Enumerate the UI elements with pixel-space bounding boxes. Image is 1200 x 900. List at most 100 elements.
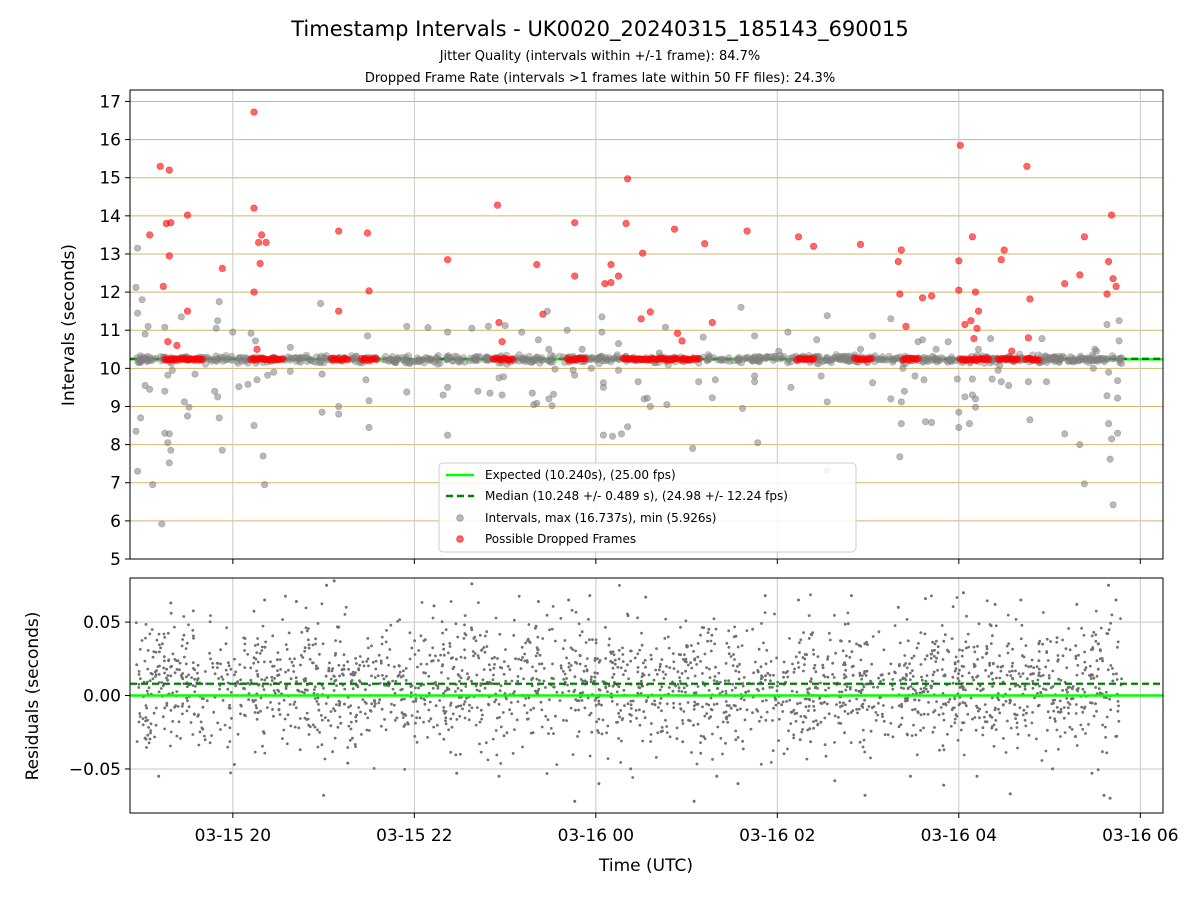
residual-point xyxy=(146,667,150,671)
residual-point xyxy=(157,632,161,636)
residual-point xyxy=(278,713,282,716)
residual-point xyxy=(989,714,992,718)
residual-point xyxy=(951,675,955,679)
residual-point xyxy=(329,677,333,681)
residual-point xyxy=(303,646,307,650)
interval-point xyxy=(528,389,536,397)
legend-median-label: Median (10.248 +/- 0.489 s), (24.98 +/- … xyxy=(485,489,788,503)
residual-point xyxy=(1045,650,1049,653)
interval-point xyxy=(317,299,325,307)
residual-point xyxy=(838,690,841,694)
dropped-frame-point xyxy=(809,355,818,363)
residual-point xyxy=(615,690,619,694)
residual-point xyxy=(1094,633,1098,637)
residual-point xyxy=(516,675,520,678)
residual-point xyxy=(349,704,353,708)
dropped-frame-point xyxy=(1061,280,1069,288)
residual-point xyxy=(144,636,147,640)
interval-point xyxy=(165,430,173,438)
residual-point xyxy=(528,641,532,644)
residual-point xyxy=(292,703,296,706)
residual-point xyxy=(812,726,815,730)
residual-point xyxy=(511,752,515,755)
residual-point xyxy=(408,657,412,661)
residual-point xyxy=(273,691,277,695)
residual-point xyxy=(791,662,794,666)
dropped-frame-point xyxy=(255,238,263,247)
residual-point xyxy=(760,622,763,625)
residual-point xyxy=(256,711,260,715)
dropped-frame-point xyxy=(372,356,381,364)
residual-point xyxy=(228,740,232,743)
interval-point xyxy=(953,375,961,383)
interval-point xyxy=(1109,501,1117,509)
residual-point xyxy=(474,639,478,643)
residual-point xyxy=(1014,669,1017,673)
residual-point xyxy=(208,651,212,655)
residual-point xyxy=(777,701,780,705)
residual-point xyxy=(554,714,557,718)
interval-point xyxy=(551,365,559,373)
residual-point xyxy=(922,690,926,694)
residual-point xyxy=(384,728,388,732)
residual-point xyxy=(677,686,681,690)
residual-point xyxy=(426,736,429,739)
residual-point xyxy=(978,716,981,720)
residual-point xyxy=(314,637,317,641)
residual-point xyxy=(190,676,194,679)
interval-point xyxy=(1038,335,1046,343)
residual-point xyxy=(1114,598,1118,602)
residual-point xyxy=(253,750,257,754)
residual-point xyxy=(535,677,539,681)
residual-point xyxy=(439,653,442,657)
residual-point xyxy=(686,663,690,667)
residual-point xyxy=(1080,705,1084,709)
residual-point xyxy=(208,620,212,624)
residual-point xyxy=(1115,672,1118,676)
residual-point xyxy=(1015,721,1019,725)
interval-point xyxy=(177,313,185,321)
residual-point xyxy=(510,679,514,683)
residual-point xyxy=(144,737,148,741)
residual-point xyxy=(1063,731,1067,734)
residual-point xyxy=(790,689,794,693)
residual-point xyxy=(707,627,711,631)
interval-point xyxy=(887,395,895,403)
residual-point xyxy=(1006,719,1009,723)
residual-point xyxy=(940,624,944,627)
residual-point xyxy=(734,729,738,733)
residual-point xyxy=(157,690,161,694)
residual-point xyxy=(531,676,535,680)
residual-point xyxy=(348,738,352,742)
residual-point xyxy=(696,655,700,659)
residual-point xyxy=(338,674,341,678)
residual-point xyxy=(521,745,524,749)
residual-point xyxy=(823,700,826,704)
residual-point xyxy=(870,662,874,666)
residual-point xyxy=(568,668,572,672)
residual-point xyxy=(442,643,445,646)
residual-point xyxy=(517,657,520,661)
residual-point xyxy=(227,664,231,668)
residual-point xyxy=(324,674,328,678)
residual-point xyxy=(1065,688,1068,692)
residual-point xyxy=(668,666,672,669)
residual-point xyxy=(446,687,449,691)
residual-point xyxy=(493,700,496,704)
residual-point xyxy=(1051,767,1055,771)
interval-point xyxy=(218,446,226,454)
residual-point xyxy=(662,676,666,680)
residual-point xyxy=(442,737,446,741)
residual-point xyxy=(571,753,575,756)
residual-point xyxy=(684,669,687,673)
residual-point xyxy=(833,714,837,718)
residual-point xyxy=(622,673,625,676)
residual-point xyxy=(943,673,947,677)
dropped-frame-point xyxy=(165,166,173,174)
residual-point xyxy=(211,666,215,669)
residual-point xyxy=(826,657,829,661)
residual-point xyxy=(316,728,319,732)
residual-point xyxy=(678,702,682,706)
interval-point xyxy=(646,402,654,410)
interval-point xyxy=(363,332,371,340)
